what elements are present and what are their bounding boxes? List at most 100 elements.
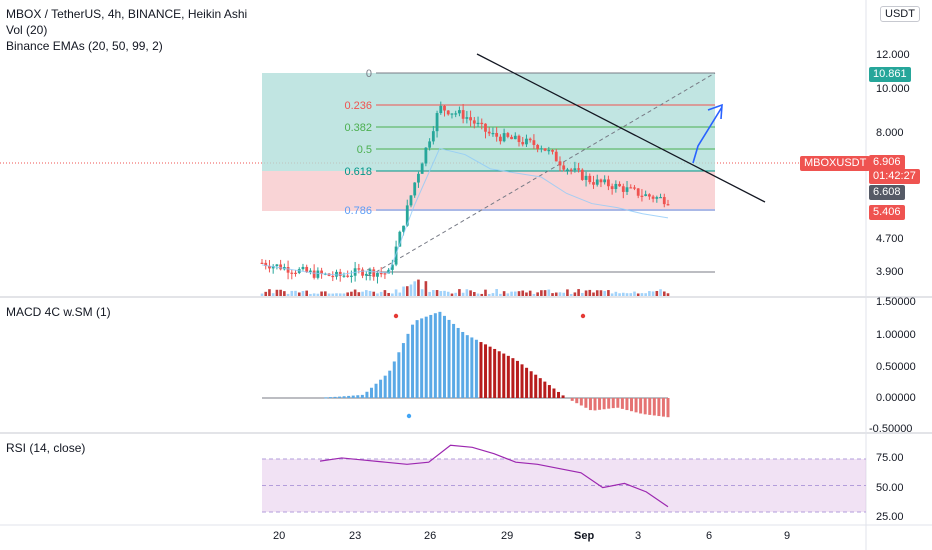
volume-bar [573,292,577,296]
time-tick: 9 [784,530,791,542]
volume-bar [547,289,551,296]
macd-bar [369,387,373,398]
volume-bar [297,292,301,296]
projection-arrow [692,106,723,164]
ema-indicator-label[interactable]: Binance EMAs (20, 50, 99, 2) [6,39,163,53]
candle-body [539,148,543,150]
candle-body [376,273,379,277]
volume-bar [543,290,547,296]
volume-bar [398,292,402,296]
volume-bar [569,293,573,296]
candle-body [595,179,599,185]
volume-indicator-label[interactable]: Vol (20) [6,23,48,37]
macd-bar [648,398,652,415]
volume-bar [405,286,409,296]
candle-body [342,275,346,277]
macd-bar [465,335,469,398]
volume-bar [301,291,305,296]
candle-body [390,264,394,270]
fib-level-label: 0.236 [344,100,372,112]
volume-bar [312,293,316,296]
candle-body [629,187,633,189]
volume-bar [525,292,528,296]
volume-bar [372,291,376,296]
volume-bar [268,289,271,296]
candle-body [621,186,625,192]
volume-bar [409,284,413,296]
macd-bar [493,348,497,398]
symbol-tag: MBOXUSDT [800,156,871,171]
volume-layer [260,279,670,296]
volume-bar [551,293,554,296]
candle-body [599,179,603,183]
volume-bar [562,292,566,296]
drawings-layer[interactable] [476,53,766,203]
candle-body [580,169,584,180]
macd-bar [525,367,529,398]
candle-body [461,110,465,119]
macd-tick: 0.00000 [876,392,916,404]
candle-body [618,183,621,187]
volume-bar [554,292,558,296]
macd-bar [557,391,561,398]
volume-bar [666,293,670,296]
volume-bar [439,291,443,296]
macd-bar [543,381,547,398]
candle-body [610,186,614,190]
rsi-tick: 25.00 [876,511,904,523]
candle-body [379,273,383,275]
volume-bar [618,293,621,296]
candle-body [659,197,662,199]
volume-bar [324,291,327,296]
macd-bar [515,360,519,398]
candle-body [364,273,368,276]
macd-bar [561,395,565,398]
volume-bar [502,291,506,296]
fib-level-label: 0.618 [344,166,372,178]
candle-body [480,122,484,125]
volume-bar [376,293,379,296]
volume-bar [394,289,398,296]
macd-bar [657,398,661,417]
volume-bar [651,291,655,296]
volume-bar [480,293,484,296]
fib-level-label: 0 [366,68,372,80]
candle-body [312,270,316,278]
currency-button[interactable]: USDT [880,6,920,22]
volume-bar [491,293,495,296]
price-tick: 3.900 [876,266,904,278]
candle-body [532,140,536,145]
macd-bar [456,327,460,398]
macd-bar [484,344,488,398]
macd-bar [470,337,474,398]
volume-bar [461,292,465,296]
volume-bar [581,292,584,296]
volume-bar [521,290,525,296]
candle-body [651,196,655,199]
candle-body [387,269,391,274]
time-tick: 29 [501,530,514,542]
rsi-tick: 50.00 [876,482,904,494]
volume-bar [309,293,312,296]
macd-bar [438,311,442,398]
candle-body [413,182,417,196]
rsi-label[interactable]: RSI (14, close) [6,441,86,455]
volume-bar [636,293,640,296]
macd-bar [328,397,332,399]
symbol-title[interactable]: MBOX / TetherUS, 4h, BINANCE, Heikin Ash… [6,7,248,21]
volume-bar [338,293,342,296]
macd-bar [588,398,592,411]
volume-bar [458,289,461,296]
candle-body [543,148,547,151]
volume-bar [335,293,338,296]
macd-bar [620,398,624,409]
macd-bar [488,346,492,398]
candle-body [666,204,670,206]
macd-label[interactable]: MACD 4C w.SM (1) [6,305,111,319]
candle-body [491,132,495,135]
macd-bar [406,333,410,398]
macd-bar [351,395,355,398]
candle-body [286,266,290,273]
